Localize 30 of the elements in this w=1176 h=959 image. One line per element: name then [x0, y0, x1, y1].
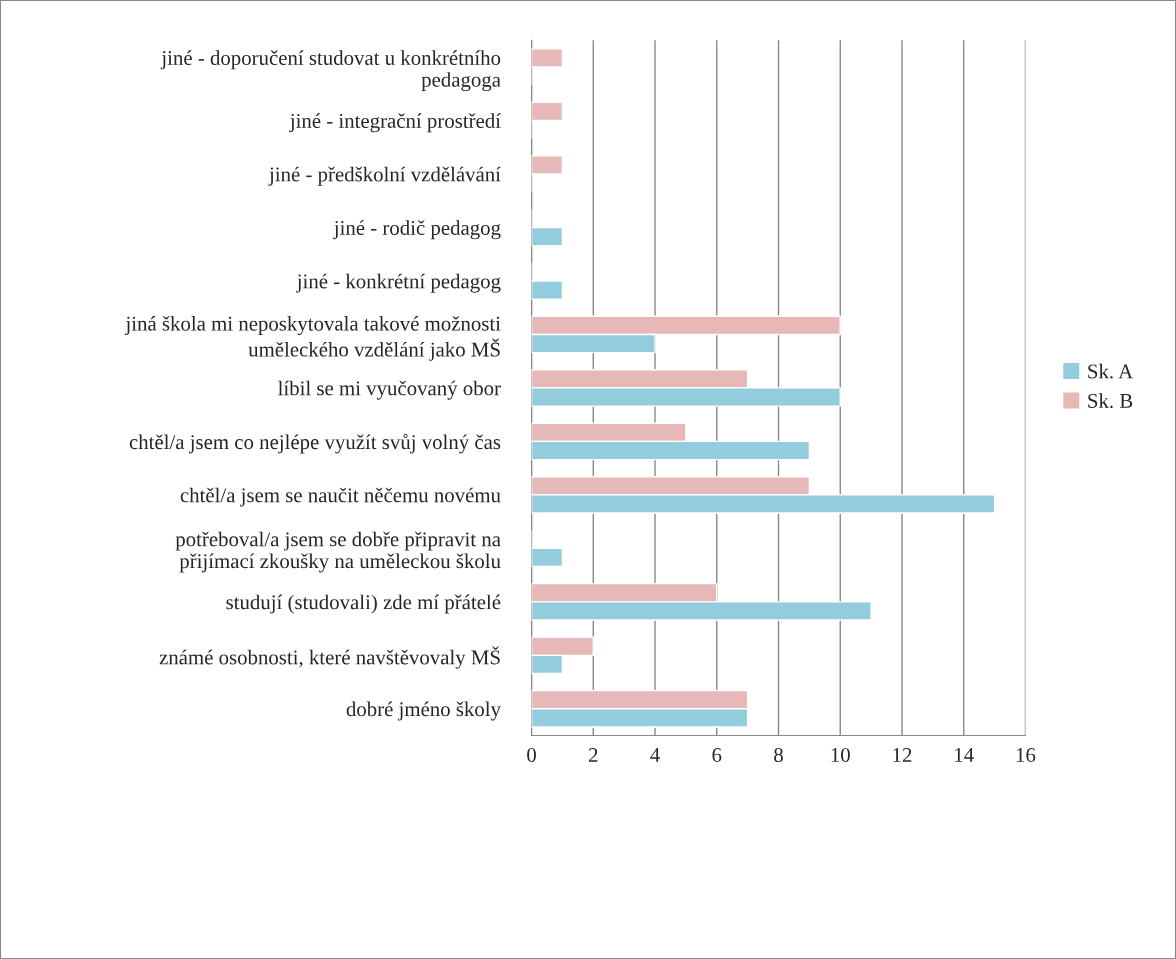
y-tick-label: chtěl/a jsem co nejlépe využít svůj volný čas	[129, 433, 501, 454]
bar	[531, 280, 564, 300]
y-tick-label: jiné - rodič pedagog	[333, 220, 501, 240]
bar	[531, 226, 564, 247]
x-tick-label: 4	[650, 748, 660, 762]
y-tick-label: dobré jméno školy	[346, 701, 501, 721]
y-tick-label: jiné - konkrétní pedagog	[296, 273, 501, 293]
x-tick-label: 0	[527, 747, 536, 763]
x-tick-label: 2	[589, 748, 598, 762]
x-tick-label: 6	[712, 748, 722, 763]
bar	[531, 155, 564, 175]
x-tick-label: 16	[1016, 748, 1036, 763]
x-tick-label: 12	[893, 748, 912, 762]
y-tick-label: jiné - předškolní vzdělávání	[268, 166, 501, 186]
y-tick-label: líbil se mi vyučovaný obor	[278, 380, 501, 400]
bar	[531, 547, 564, 568]
y-tick-label: známé osobnosti, které navštěvovaly MŠ	[159, 646, 500, 669]
x-tick-label: 10	[831, 747, 850, 763]
bar	[531, 101, 564, 122]
y-tick-label: chtěl/a jsem se naučit něčemu novému	[180, 487, 501, 507]
bar	[531, 48, 564, 68]
y-tick-label: jiné - doporučení studovat u konkrétního pedagoga	[160, 50, 501, 92]
legend-label: Sk. B	[1088, 393, 1133, 408]
y-tick-label: jiné - integrační prostředí	[289, 113, 501, 133]
x-tick-label: 14	[955, 748, 974, 762]
legend-label: Sk. A	[1088, 363, 1134, 379]
x-tick-label: 8	[774, 747, 783, 763]
y-tick-label: studují (studovali) zde mí přátelé	[226, 594, 501, 614]
y-tick-label: potřeboval/a jsem se dobře připravit na přijímací zkoušky na uměleckou školu	[175, 531, 501, 573]
y-tick-label: jiná škola mi neposkytovala takové možnosti uměleckého vzdělání jako MŠ	[124, 316, 501, 361]
